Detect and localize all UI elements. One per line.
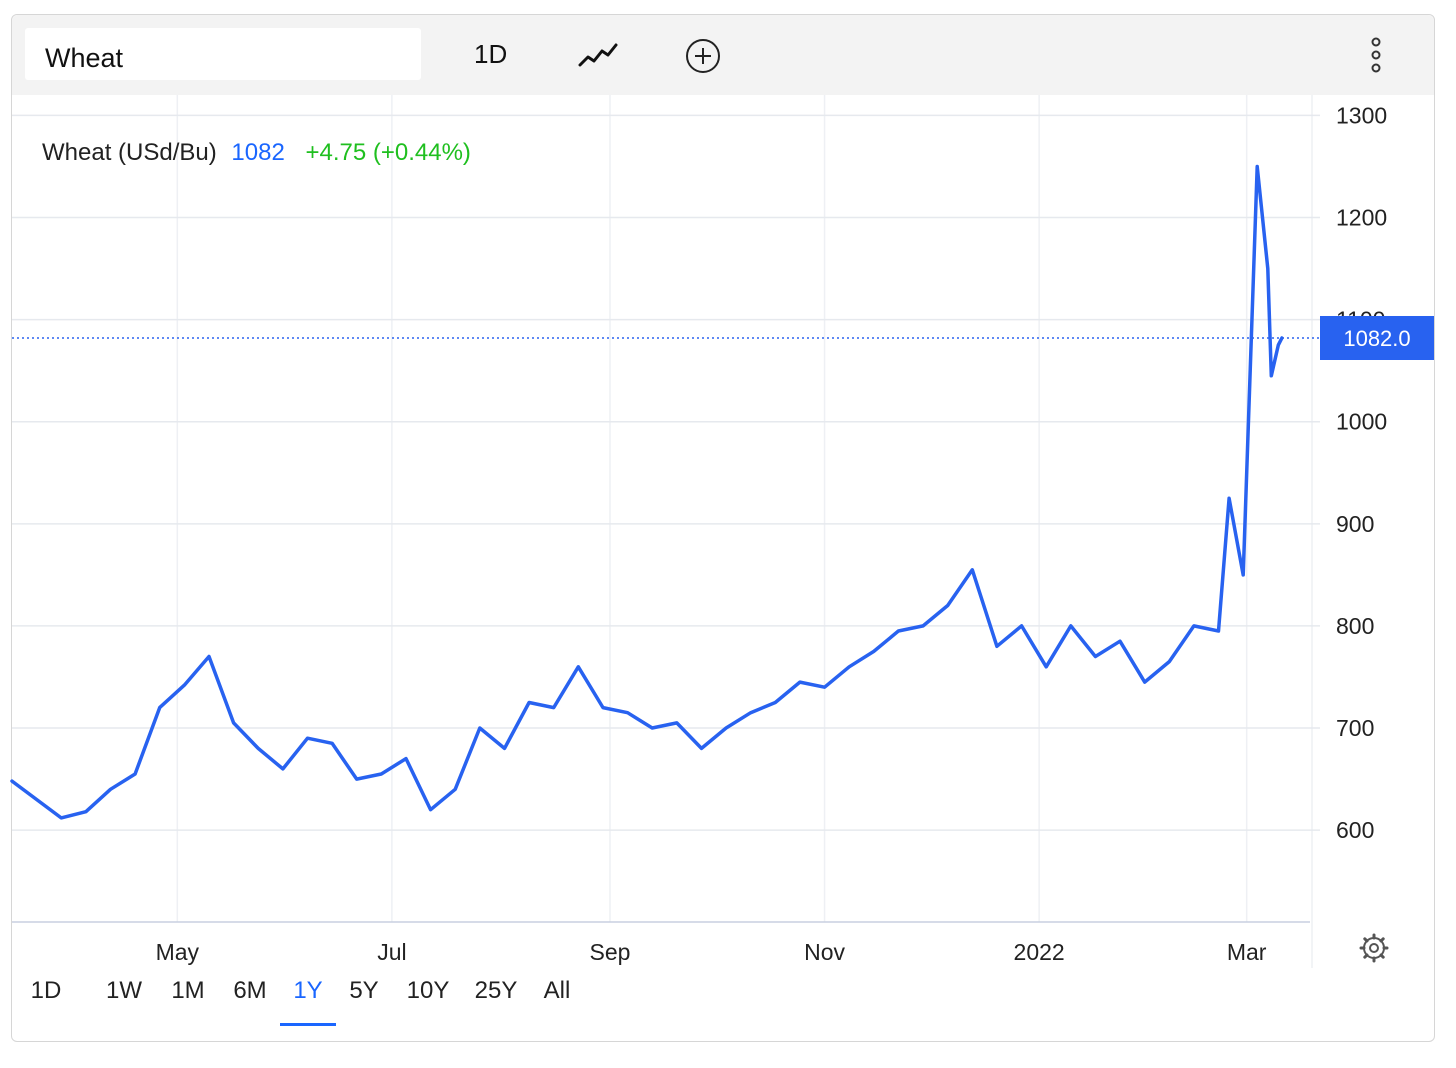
range-button-all[interactable]: All [541, 972, 573, 1026]
legend-value: 1082 [231, 139, 284, 166]
x-tick-label: 2022 [1014, 939, 1065, 965]
range-button-label: 10Y [406, 977, 450, 1004]
range-button-label: 25Y [474, 977, 518, 1004]
x-tick-label: Jul [377, 939, 406, 965]
interval-selector[interactable]: 1D [474, 39, 508, 69]
range-button-25y[interactable]: 25Y [472, 972, 520, 1026]
current-price-tag: 1082.0 [1320, 315, 1434, 360]
chart-widget: Wheat 1D [11, 14, 1435, 1042]
range-button-1w[interactable]: 1W [104, 972, 144, 1026]
range-button-label: 1Y [293, 977, 323, 1004]
legend-name: Wheat (USd/Bu) [42, 139, 217, 166]
symbol-search-input[interactable]: Wheat [25, 28, 421, 80]
y-tick-label: 900 [1336, 511, 1374, 537]
y-tick-label: 700 [1336, 715, 1374, 741]
range-button-label: 6M [233, 977, 267, 1004]
range-button-1m[interactable]: 1M [166, 972, 210, 1026]
y-tick-label: 1000 [1336, 409, 1387, 435]
range-button-1d[interactable]: 1D [26, 972, 66, 1026]
range-button-10y[interactable]: 10Y [404, 972, 452, 1026]
y-tick-label: 800 [1336, 613, 1374, 639]
x-tick-label: Mar [1227, 939, 1267, 965]
legend: Wheat (USd/Bu) 1082 +4.75 (+0.44%) [42, 139, 471, 166]
range-button-label: 5Y [349, 977, 379, 1004]
plus-circle-icon[interactable] [685, 38, 721, 74]
range-button-5y[interactable]: 5Y [346, 972, 382, 1026]
price-series-line[interactable] [10, 164, 1284, 820]
range-button-label: All [543, 977, 571, 1004]
chart-toolbar: Wheat 1D [12, 15, 1434, 95]
range-button-label: 1D [30, 977, 62, 1004]
x-tick-label: Sep [590, 939, 631, 965]
range-button-label: 1M [171, 977, 205, 1004]
range-button-1y[interactable]: 1Y [280, 972, 336, 1026]
x-tick-label: May [156, 939, 200, 965]
y-tick-label: 1200 [1336, 205, 1387, 231]
x-tick-label: Nov [804, 939, 845, 965]
gear-icon[interactable] [1359, 933, 1389, 963]
y-tick-label: 1300 [1336, 102, 1387, 128]
range-button-label: 1W [106, 977, 142, 1004]
more-vertical-icon[interactable] [1368, 35, 1384, 75]
legend-change: +4.75 (+0.44%) [305, 139, 470, 166]
current-price-tag-text: 1082.0 [1343, 326, 1410, 351]
range-button-6m[interactable]: 6M [228, 972, 272, 1026]
line-chart-icon[interactable] [578, 41, 618, 71]
y-tick-label: 600 [1336, 817, 1374, 843]
active-range-indicator [280, 1023, 336, 1026]
